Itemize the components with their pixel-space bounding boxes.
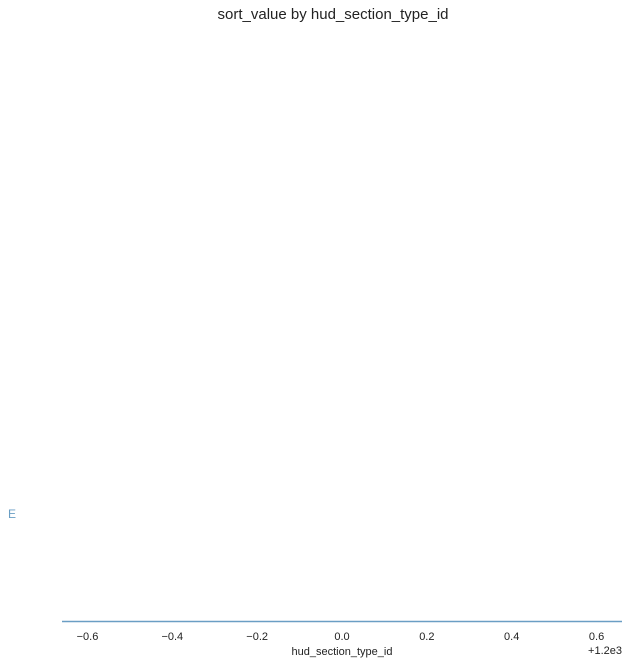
x-offset-label: +1.2e3 bbox=[588, 645, 622, 657]
x-tick-label: 0.4 bbox=[504, 631, 519, 643]
x-tick-label: −0.2 bbox=[246, 631, 268, 643]
x-axis: −0.6 −0.4 −0.2 0.0 0.2 0.4 0.6 bbox=[77, 631, 605, 643]
chart-title: sort_value by hud_section_type_id bbox=[218, 6, 449, 23]
x-tick-label: −0.4 bbox=[161, 631, 183, 643]
x-tick-label: 0.6 bbox=[589, 631, 604, 643]
series-label: E bbox=[8, 507, 16, 521]
x-tick-label: 0.0 bbox=[334, 631, 349, 643]
x-tick-label: 0.2 bbox=[419, 631, 434, 643]
x-tick-label: −0.6 bbox=[77, 631, 99, 643]
x-axis-label: hud_section_type_id bbox=[292, 646, 393, 658]
